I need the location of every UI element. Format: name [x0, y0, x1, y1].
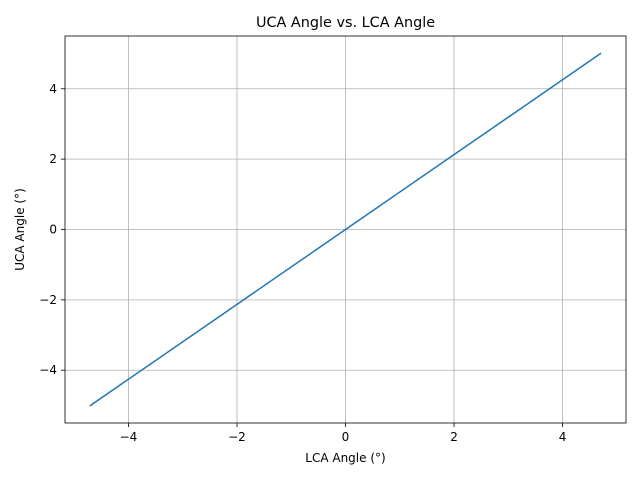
y-tick-label: 2 [49, 152, 57, 166]
x-tick-label: 0 [342, 430, 350, 444]
x-tick-label: 2 [450, 430, 458, 444]
tick-layer: −4 −2 0 2 4 −4 −2 0 2 4 [39, 82, 566, 444]
y-axis-label: UCA Angle (°) [13, 188, 27, 271]
y-tick-label: −4 [39, 363, 57, 377]
chart-title: UCA Angle vs. LCA Angle [256, 15, 435, 31]
y-tick-label: 4 [49, 82, 57, 96]
x-tick-label: 4 [559, 430, 567, 444]
x-tick-label: −4 [120, 430, 138, 444]
series-line [89, 52, 602, 407]
x-tick-label: −2 [228, 430, 246, 444]
x-axis-label: LCA Angle (°) [305, 451, 385, 465]
series-layer [89, 52, 602, 407]
y-tick-label: 0 [49, 223, 57, 237]
grid-layer [65, 36, 626, 423]
y-tick-label: −2 [39, 293, 57, 307]
